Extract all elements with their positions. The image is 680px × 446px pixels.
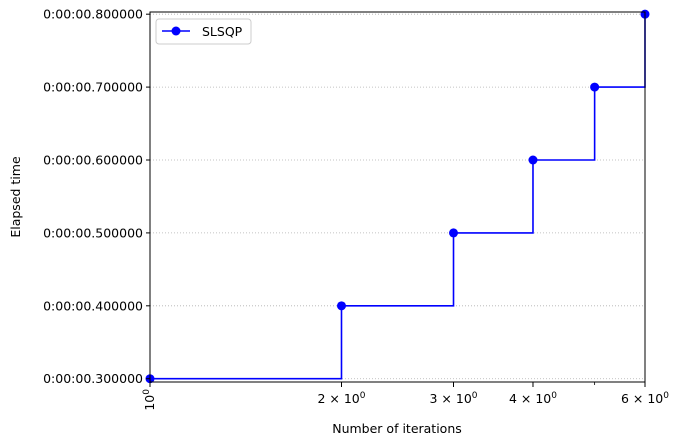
legend-box [155, 18, 252, 45]
svg-text:3 × 100: 3 × 100 [430, 391, 478, 406]
x-tick-label: 4 × 100 [509, 391, 557, 406]
x-tick-label: 3 × 100 [430, 391, 478, 406]
plot-frame [149, 11, 646, 383]
y-tick-label: 0:00:00.700000 [43, 80, 143, 95]
x-tick-label: 2 × 100 [317, 391, 365, 406]
legend: SLSQP [155, 18, 252, 45]
y-axis-label: Elapsed time [8, 156, 23, 238]
data-point [449, 228, 459, 238]
series-step-line [150, 14, 646, 380]
y-tick-label: 0:00:00.300000 [43, 371, 143, 386]
data-point [590, 82, 600, 92]
y-tick-label: 0:00:00.400000 [43, 298, 143, 313]
y-tick-label: 0:00:00.800000 [43, 7, 143, 22]
series-layer [145, 9, 650, 384]
data-point [336, 301, 346, 311]
y-tick-label: 0:00:00.500000 [43, 225, 143, 240]
svg-text:2 × 100: 2 × 100 [317, 391, 365, 406]
legend-marker [171, 26, 181, 36]
x-tick-label: 100 [142, 389, 157, 411]
legend-label: SLSQP [202, 24, 243, 39]
svg-text:4 × 100: 4 × 100 [509, 391, 557, 406]
data-point [528, 155, 538, 165]
svg-text:6 × 100: 6 × 100 [621, 391, 669, 406]
x-tick-label: 6 × 100 [621, 391, 669, 406]
gridlines [150, 13, 645, 380]
x-axis-label: Number of iterations [332, 421, 462, 436]
y-axis: 0:00:00.300000 0:00:00.400000 0:00:00.5000… [43, 7, 150, 386]
y-tick-label: 0:00:00.600000 [43, 153, 143, 168]
svg-text:100: 100 [142, 389, 157, 411]
x-axis: 100 2 × 100 3 × 100 4 × 100 6 × 100 [142, 382, 669, 411]
